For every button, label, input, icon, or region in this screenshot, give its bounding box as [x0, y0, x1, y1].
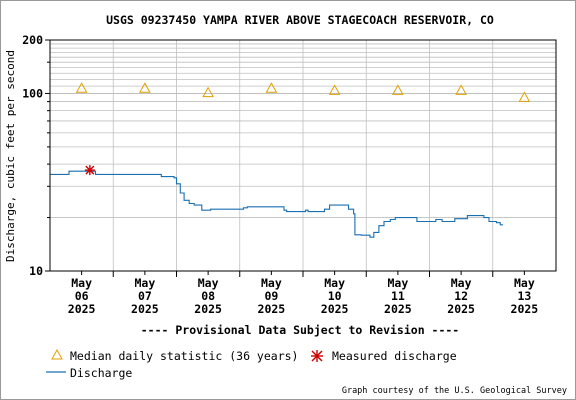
- median-marker: [75, 82, 88, 93]
- x-tick-label-line: May: [324, 276, 345, 290]
- x-tick-label-line: May: [387, 276, 408, 290]
- legend: Median daily statistic (36 years) Measur…: [46, 348, 457, 380]
- median-marker: [265, 82, 278, 93]
- legend-median-label: Median daily statistic (36 years): [70, 349, 298, 363]
- median-marker: [202, 86, 214, 98]
- x-tick-label-line: May: [261, 276, 282, 290]
- x-tick-label-line: 08: [201, 289, 215, 303]
- x-tick-label-line: May: [134, 276, 155, 290]
- median-marker: [455, 84, 467, 95]
- x-tick-label-line: 13: [517, 289, 531, 303]
- y-tick-label: 10: [29, 264, 43, 278]
- x-tick-label-line: 2025: [131, 302, 159, 316]
- discharge-line: [50, 170, 503, 238]
- x-tick-label-line: May: [71, 276, 92, 290]
- measured-marker: [84, 165, 95, 176]
- y-axis-ticks: 200 100 10: [22, 33, 50, 278]
- x-tick-label-line: May: [514, 276, 535, 290]
- provisional-note: ---- Provisional Data Subject to Revisio…: [141, 323, 460, 337]
- plot-area-border: [49, 39, 557, 272]
- median-marker: [328, 84, 341, 95]
- discharge-series: [50, 170, 503, 238]
- y-tick-label: 100: [22, 86, 43, 100]
- legend-measured-label: Measured discharge: [332, 349, 457, 363]
- legend-measured-marker: [311, 350, 323, 362]
- legend-median-marker: [51, 348, 63, 360]
- y-axis-label: Discharge, cubic feet per second: [4, 50, 17, 262]
- x-tick-label-line: 07: [138, 289, 152, 303]
- x-tick-label-line: 10: [328, 289, 342, 303]
- median-marker: [392, 84, 404, 95]
- x-tick-label-line: 2025: [258, 302, 286, 316]
- median-marker: [139, 82, 151, 93]
- x-tick-label-line: May: [451, 276, 472, 290]
- median-marker: [518, 91, 531, 102]
- chart-title: USGS 09237450 YAMPA RIVER ABOVE STAGECOA…: [106, 13, 494, 27]
- y-tick-label: 200: [22, 33, 43, 47]
- x-tick-label-line: 06: [75, 289, 89, 303]
- x-tick-label-line: 2025: [384, 302, 412, 316]
- x-tick-label-line: 11: [391, 289, 405, 303]
- x-tick-label-line: 2025: [194, 302, 222, 316]
- x-tick-label-line: 12: [454, 289, 468, 303]
- x-tick-label-line: 2025: [511, 302, 539, 316]
- legend-discharge-label: Discharge: [70, 366, 132, 380]
- x-tick-label-line: 2025: [321, 302, 349, 316]
- x-tick-label-line: 2025: [68, 302, 96, 316]
- x-tick-label-line: 2025: [447, 302, 475, 316]
- grid-lines: [50, 40, 556, 271]
- x-axis-ticks: May062025May072025May082025May092025May1…: [68, 271, 539, 316]
- measured-markers: [84, 165, 95, 176]
- x-tick-label-line: May: [198, 276, 219, 290]
- graph-credit: Graph courtesy of the U.S. Geological Su…: [342, 386, 567, 396]
- x-tick-label-line: 09: [264, 289, 278, 303]
- median-markers: [75, 82, 531, 102]
